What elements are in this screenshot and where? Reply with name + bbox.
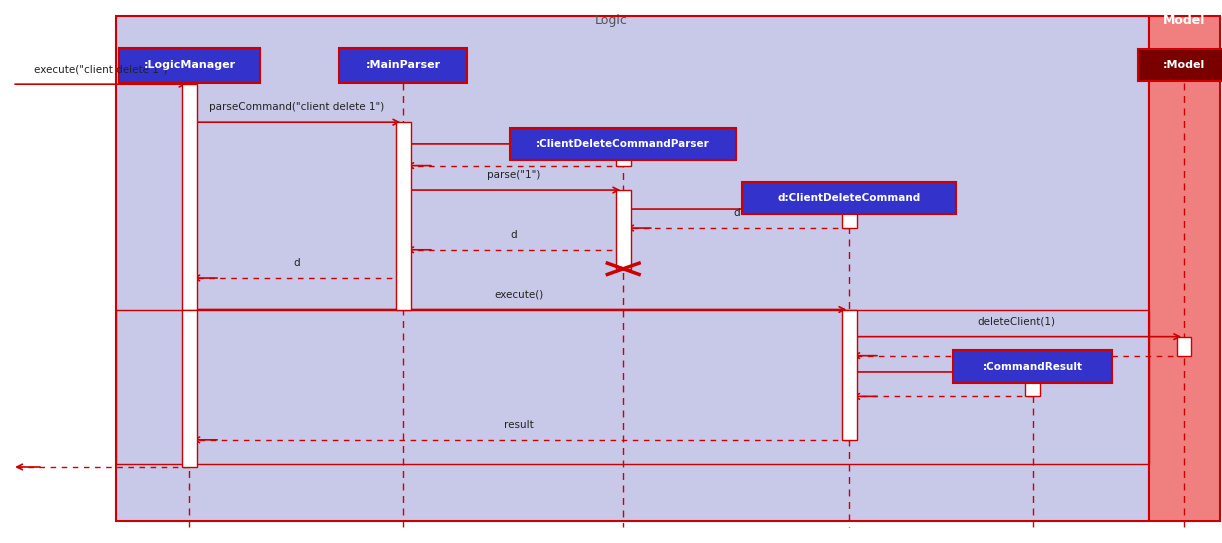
Text: :CommandResult: :CommandResult: [982, 362, 1083, 371]
Text: parse("1"): parse("1"): [486, 171, 540, 180]
Text: d:ClientDeleteCommand: d:ClientDeleteCommand: [777, 193, 921, 203]
Bar: [1139, 49, 1222, 81]
Text: :Model: :Model: [1163, 60, 1205, 70]
Text: d: d: [293, 258, 299, 268]
Bar: [616, 190, 631, 269]
Bar: [1177, 337, 1191, 356]
Bar: [1149, 16, 1220, 521]
Bar: [396, 122, 411, 310]
Bar: [120, 48, 260, 83]
Bar: [182, 310, 197, 467]
Text: result: result: [505, 420, 534, 430]
Bar: [182, 84, 197, 310]
Bar: [340, 48, 467, 83]
Text: d: d: [733, 209, 739, 218]
Text: deleteClient(1): deleteClient(1): [978, 317, 1056, 327]
Text: :ClientDeleteCommandParser: :ClientDeleteCommandParser: [536, 139, 710, 149]
Bar: [742, 182, 956, 214]
Bar: [953, 350, 1112, 383]
Text: d: d: [510, 230, 517, 240]
Bar: [116, 16, 1149, 521]
Bar: [1025, 372, 1040, 396]
Text: Logic: Logic: [595, 14, 627, 27]
Bar: [616, 144, 631, 166]
Text: parseCommand("client delete 1"): parseCommand("client delete 1"): [209, 103, 384, 112]
Bar: [511, 128, 737, 160]
Bar: [842, 209, 857, 228]
Text: execute(): execute(): [495, 290, 544, 300]
Text: :MainParser: :MainParser: [365, 60, 441, 70]
Bar: [842, 310, 857, 440]
Text: Model: Model: [1163, 14, 1205, 27]
Text: :LogicManager: :LogicManager: [143, 60, 236, 70]
Bar: [116, 310, 1149, 464]
Text: execute("client delete 1"): execute("client delete 1"): [34, 65, 167, 74]
